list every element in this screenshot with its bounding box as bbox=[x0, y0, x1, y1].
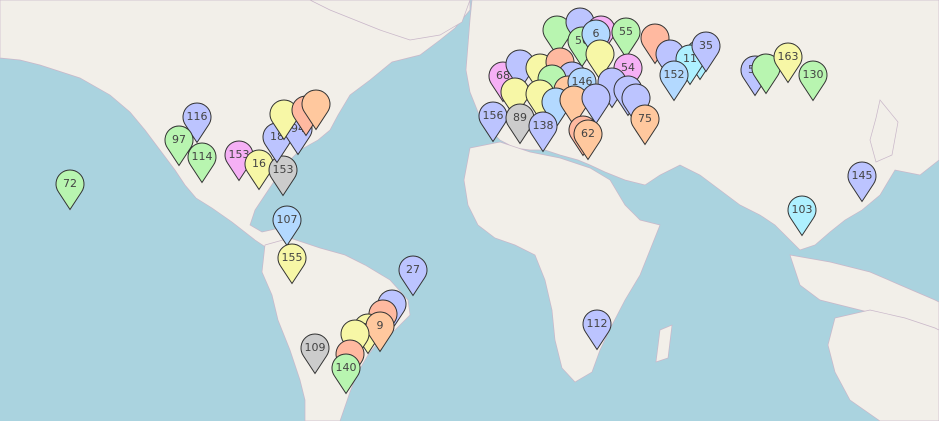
map-pin-icon bbox=[582, 309, 612, 351]
map-marker[interactable]: 109 bbox=[300, 333, 330, 375]
south-america-land bbox=[261, 237, 411, 421]
map-marker[interactable] bbox=[585, 39, 615, 81]
map-pin-icon bbox=[55, 169, 85, 211]
japan-land bbox=[869, 99, 899, 163]
map-marker[interactable]: 55 bbox=[611, 17, 641, 59]
map-marker[interactable]: 145 bbox=[847, 161, 877, 203]
map-marker[interactable]: 72 bbox=[55, 169, 85, 211]
map-marker[interactable]: 35 bbox=[691, 31, 721, 73]
map-pin-icon bbox=[331, 353, 361, 395]
map-marker[interactable]: 156 bbox=[478, 101, 508, 143]
map-pin-icon bbox=[621, 83, 651, 125]
map-pin-icon bbox=[798, 60, 828, 102]
southeast-asia-islands-land bbox=[789, 254, 939, 331]
map-marker[interactable]: 155 bbox=[277, 243, 307, 285]
map-pin-icon bbox=[340, 319, 370, 361]
map-marker[interactable] bbox=[581, 83, 611, 125]
map-pin-icon bbox=[585, 39, 615, 81]
map-marker[interactable] bbox=[621, 83, 651, 125]
map-marker[interactable] bbox=[340, 319, 370, 361]
map-pin-icon bbox=[630, 104, 660, 146]
map-marker[interactable]: 75 bbox=[630, 104, 660, 146]
map-pin-icon bbox=[277, 243, 307, 285]
greenland-land bbox=[309, 0, 471, 41]
map-marker[interactable]: 152 bbox=[659, 60, 689, 102]
map-pin-icon bbox=[691, 31, 721, 73]
map-pin-icon bbox=[611, 17, 641, 59]
map-pin-icon bbox=[187, 142, 217, 184]
map-pin-icon bbox=[773, 42, 803, 84]
map-marker[interactable]: 107 bbox=[272, 205, 302, 247]
map-pin-icon bbox=[659, 60, 689, 102]
map-pin-icon bbox=[581, 19, 611, 61]
map-marker[interactable]: 140 bbox=[331, 353, 361, 395]
map-marker[interactable]: 103 bbox=[787, 195, 817, 237]
map-marker[interactable]: 114 bbox=[187, 142, 217, 184]
map-marker[interactable]: 138 bbox=[528, 111, 558, 153]
madagascar-land bbox=[655, 324, 673, 363]
map-marker[interactable]: 130 bbox=[798, 60, 828, 102]
map-pin-icon bbox=[164, 125, 194, 167]
map-pin-icon bbox=[478, 101, 508, 143]
map-pin-icon bbox=[787, 195, 817, 237]
map-marker[interactable] bbox=[301, 89, 331, 131]
map-pin-icon bbox=[301, 89, 331, 131]
map-pin-icon bbox=[272, 205, 302, 247]
map-marker[interactable]: 112 bbox=[582, 309, 612, 351]
map-pin-icon bbox=[300, 333, 330, 375]
map-pin-icon bbox=[581, 83, 611, 125]
map-pin-icon bbox=[528, 111, 558, 153]
australia-land bbox=[827, 309, 939, 421]
map-marker[interactable]: 62 bbox=[573, 119, 603, 161]
map-pin-icon bbox=[268, 155, 298, 197]
map-pin-icon bbox=[182, 102, 212, 144]
map-pin-icon bbox=[573, 119, 603, 161]
map-pin-icon bbox=[398, 255, 428, 297]
map-pin-icon bbox=[847, 161, 877, 203]
